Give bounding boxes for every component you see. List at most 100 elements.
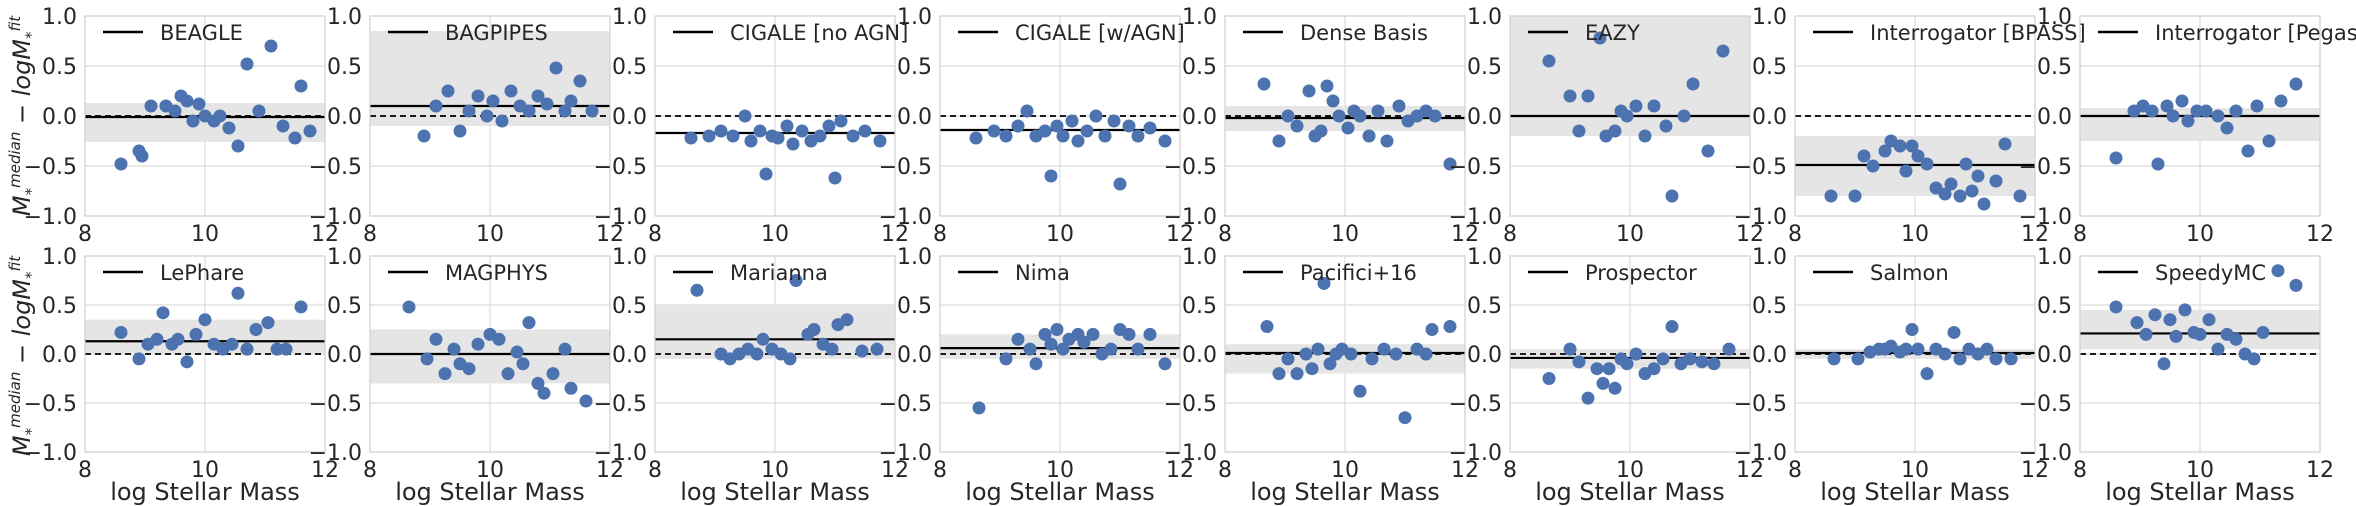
data-point (972, 401, 986, 415)
y-tick-label: 0.0 (42, 105, 77, 130)
data-point (252, 104, 266, 118)
y-tick-label: 0.5 (42, 55, 77, 80)
data-point (756, 332, 770, 346)
axes-frame (939, 255, 1181, 453)
y-tick-label: −1.0 (24, 205, 77, 230)
data-point (495, 114, 509, 128)
data-point (1071, 134, 1085, 148)
data-point (462, 104, 476, 118)
data-point (1323, 357, 1337, 371)
y-axis-label-part: fit (6, 15, 24, 32)
data-point (1305, 362, 1319, 376)
data-point (279, 342, 293, 356)
data-point (1656, 352, 1670, 366)
data-point (987, 124, 1001, 138)
panel-pacifici-16: Pacifici+16 1.0 0.5 0.0 −0.5 −1.08 10 12 log Ste… (1164, 245, 1479, 506)
x-tick-label: 12 (311, 222, 339, 247)
data-point (2262, 134, 2276, 148)
x-tick-label: 12 (1451, 458, 1479, 483)
y-tick-label: 1.0 (897, 245, 932, 270)
data-point (1989, 174, 2003, 188)
data-point (402, 300, 416, 314)
axes-frame (2079, 15, 2321, 217)
data-point (1443, 157, 1457, 171)
data-point (1677, 109, 1691, 123)
data-point (294, 300, 308, 314)
data-point (135, 149, 149, 163)
y-tick-label: 0.0 (1752, 343, 1787, 368)
data-point (225, 337, 239, 351)
data-point (855, 344, 869, 358)
y-tick-label: 1.0 (612, 5, 647, 30)
x-tick-label: 10 (191, 222, 219, 247)
data-point (294, 79, 308, 93)
data-point (1398, 411, 1412, 425)
x-tick-label: 8 (1788, 222, 1802, 247)
data-point (1953, 189, 1967, 203)
x-tick-label: 12 (2306, 458, 2334, 483)
x-tick-label: 8 (1218, 458, 1232, 483)
data-point (1722, 342, 1736, 356)
y-tick-label: −1.0 (1734, 441, 1787, 466)
x-tick-label: 8 (933, 458, 947, 483)
data-point (834, 114, 848, 128)
data-point (132, 352, 146, 366)
x-tick-label: 12 (1166, 458, 1194, 483)
x-axis-label: log Stellar Mass (2105, 478, 2295, 506)
y-tick-label: 0.5 (1182, 294, 1217, 319)
data-point (1620, 109, 1634, 123)
data-point (1593, 31, 1607, 45)
data-point (2211, 342, 2225, 356)
data-point (564, 381, 578, 395)
data-point (2145, 104, 2159, 118)
y-axis-label-part: * (22, 187, 40, 195)
data-point (1326, 94, 1340, 108)
x-tick-label: 8 (1218, 222, 1232, 247)
panel-dense-basis: Dense Basis 1.0 0.5 0.0 −0.5 −1.08 10 12 (1164, 5, 1479, 247)
y-tick-label: 1.0 (897, 5, 932, 30)
data-point (462, 362, 476, 376)
data-point (1317, 276, 1331, 290)
y-axis-label-part: − logM (8, 39, 36, 132)
data-point (1260, 320, 1274, 334)
axes-frame (1224, 255, 1466, 453)
x-axis-label: log Stellar Mass (110, 478, 300, 506)
data-point (1707, 357, 1721, 371)
data-point (1920, 367, 1934, 381)
y-tick-label: 0.5 (612, 55, 647, 80)
data-point (795, 124, 809, 138)
data-point (1158, 357, 1172, 371)
panel-lephare: LePhare 1.0 0.5 0.0 −0.5 −1.08 10 12 log Stellar… (24, 245, 339, 506)
data-point (1158, 134, 1172, 148)
data-point (2250, 99, 2264, 113)
panel-nima: Nima 1.0 0.5 0.0 −0.5 −1.08 10 12 log Stellar Ma… (879, 245, 1194, 506)
data-point (1581, 391, 1595, 405)
data-point (1362, 129, 1376, 143)
data-point (1086, 327, 1100, 341)
y-tick-label: 0.0 (327, 105, 362, 130)
panel-speedymc: SpeedyMC 1.0 0.5 0.0 −0.5 −1.08 10 12 log Stella… (2019, 245, 2334, 506)
data-point (564, 94, 578, 108)
axes-frame (84, 15, 326, 217)
data-point (2130, 316, 2144, 330)
data-point (1695, 355, 1709, 369)
data-point (144, 99, 158, 113)
data-point (438, 367, 452, 381)
data-point (828, 171, 842, 185)
data-point (1893, 139, 1907, 153)
data-point (969, 131, 983, 145)
y-tick-label: 0.5 (2037, 294, 2072, 319)
y-tick-label: −1.0 (879, 441, 932, 466)
data-point (2220, 121, 2234, 135)
data-point (1980, 342, 1994, 356)
x-axis-label: log Stellar Mass (1535, 478, 1725, 506)
legend-label: BAGPIPES (445, 21, 548, 45)
data-point (1371, 104, 1385, 118)
y-tick-label: −0.5 (594, 155, 647, 180)
data-point (771, 131, 785, 145)
x-tick-label: 10 (476, 458, 504, 483)
panel-bagpipes: BAGPIPES 1.0 0.5 0.0 −0.5 −1.08 10 12 (309, 5, 624, 247)
data-point (2166, 109, 2180, 123)
y-axis-label: M*median − logM*fit (6, 15, 40, 216)
